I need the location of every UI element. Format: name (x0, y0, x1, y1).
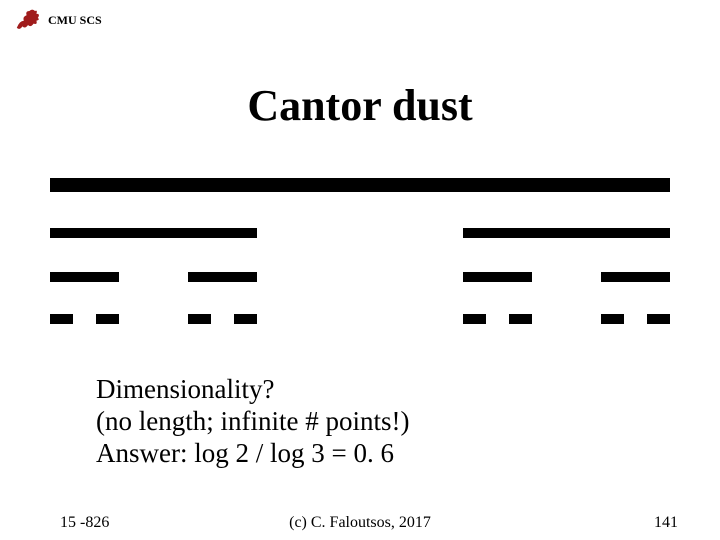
dragon-logo-icon (14, 4, 42, 37)
cantor-segment (188, 314, 211, 324)
cantor-segment (463, 314, 486, 324)
header-label: CMU SCS (48, 13, 102, 28)
slide: CMU SCS Cantor dust Dimensionality? (no … (0, 0, 720, 540)
header: CMU SCS (14, 4, 102, 37)
cantor-segment (509, 314, 532, 324)
cantor-segment (50, 272, 119, 282)
cantor-segment (96, 314, 119, 324)
slide-title: Cantor dust (0, 80, 720, 131)
body-text: Dimensionality? (no length; infinite # p… (96, 374, 409, 470)
cantor-segment (601, 272, 670, 282)
body-line-3: Answer: log 2 / log 3 = 0. 6 (96, 438, 409, 470)
cantor-segment (463, 228, 670, 238)
cantor-segment (601, 314, 624, 324)
body-line-1: Dimensionality? (96, 374, 409, 406)
body-line-2: (no length; infinite # points!) (96, 406, 409, 438)
cantor-segment (50, 314, 73, 324)
cantor-segment (463, 272, 532, 282)
footer-page-number: 141 (654, 514, 678, 532)
cantor-segment (647, 314, 670, 324)
footer-copyright: (c) C. Faloutsos, 2017 (0, 514, 720, 532)
cantor-segment (50, 178, 670, 192)
cantor-segment (234, 314, 257, 324)
cantor-segment (188, 272, 257, 282)
cantor-segment (50, 228, 257, 238)
